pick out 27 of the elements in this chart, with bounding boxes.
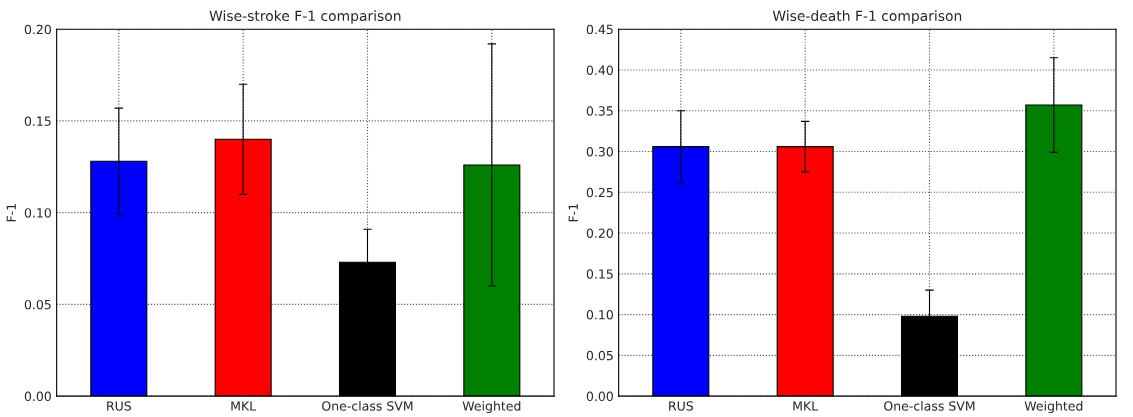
x-tick-label: Weighted [462,401,521,414]
y-tick-label: 0.10 [586,310,613,320]
y-tick-label: 0.15 [586,269,613,279]
x-tick-label: One-class SVM [884,401,975,411]
y-tick-label: 0.00 [24,391,51,402]
y-tick-label: 0.15 [24,116,51,126]
chart-title: Wise-death F-1 comparison [772,10,962,24]
y-tick-label: 0.00 [586,391,613,402]
y-tick-label: 0.35 [586,106,613,116]
x-tick-label: MKL [793,401,819,411]
y-tick-label: 0.40 [586,65,613,75]
y-tick-label: 0.25 [586,187,613,198]
y-tick-label: 0.05 [586,350,613,361]
y-tick-label: 0.45 [586,24,613,35]
y-tick-label: 0.20 [24,24,51,35]
x-tick-label: RUS [107,401,132,411]
x-tick-label: RUS [669,401,694,411]
x-tick-label: MKL [231,401,257,411]
y-tick-label: 0.30 [586,146,613,157]
chart-title: Wise-stroke F-1 comparison [209,10,401,24]
y-tick-label: 0.20 [586,228,613,238]
y-tick-label: 0.10 [24,208,51,218]
y-tick-label: 0.05 [24,299,51,310]
y-axis-title: F-1 [568,204,578,222]
y-axis-title: F-1 [6,204,16,222]
x-tick-label: One-class SVM [322,401,413,411]
x-tick-label: Weighted [1024,401,1083,414]
